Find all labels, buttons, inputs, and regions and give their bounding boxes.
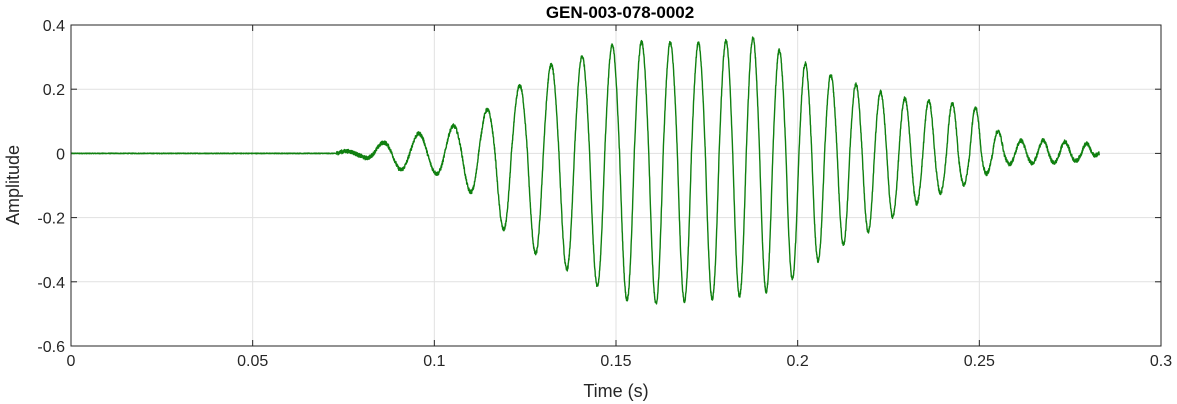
x-tick-label: 0.1 [423,353,445,370]
y-axis-label: Amplitude [3,145,23,225]
y-tick-label: 0.2 [43,82,65,99]
x-tick-label: 0.3 [1150,353,1172,370]
chart-title: GEN-003-078-0002 [546,3,694,22]
plot-frame [70,24,1162,347]
y-tick-label: -0.6 [37,339,65,356]
y-tick-label: -0.4 [37,275,65,292]
x-tick-label: 0.25 [964,353,995,370]
x-tick-label: 0.2 [787,353,809,370]
x-tick-label: 0 [67,353,76,370]
x-tick-labels: 0 0.05 0.1 0.15 0.2 0.25 0.3 [67,353,1173,370]
y-tick-labels: -0.6 -0.4 -0.2 0 0.2 0.4 [37,18,65,356]
y-tick-label: -0.2 [37,211,65,228]
y-tick-label: 0 [56,146,65,163]
x-tick-label: 0.05 [237,353,268,370]
series-line [70,36,1100,305]
x-axis-label: Time (s) [583,381,648,401]
x-tick-label: 0.15 [600,353,631,370]
y-tick-label: 0.4 [43,18,65,35]
